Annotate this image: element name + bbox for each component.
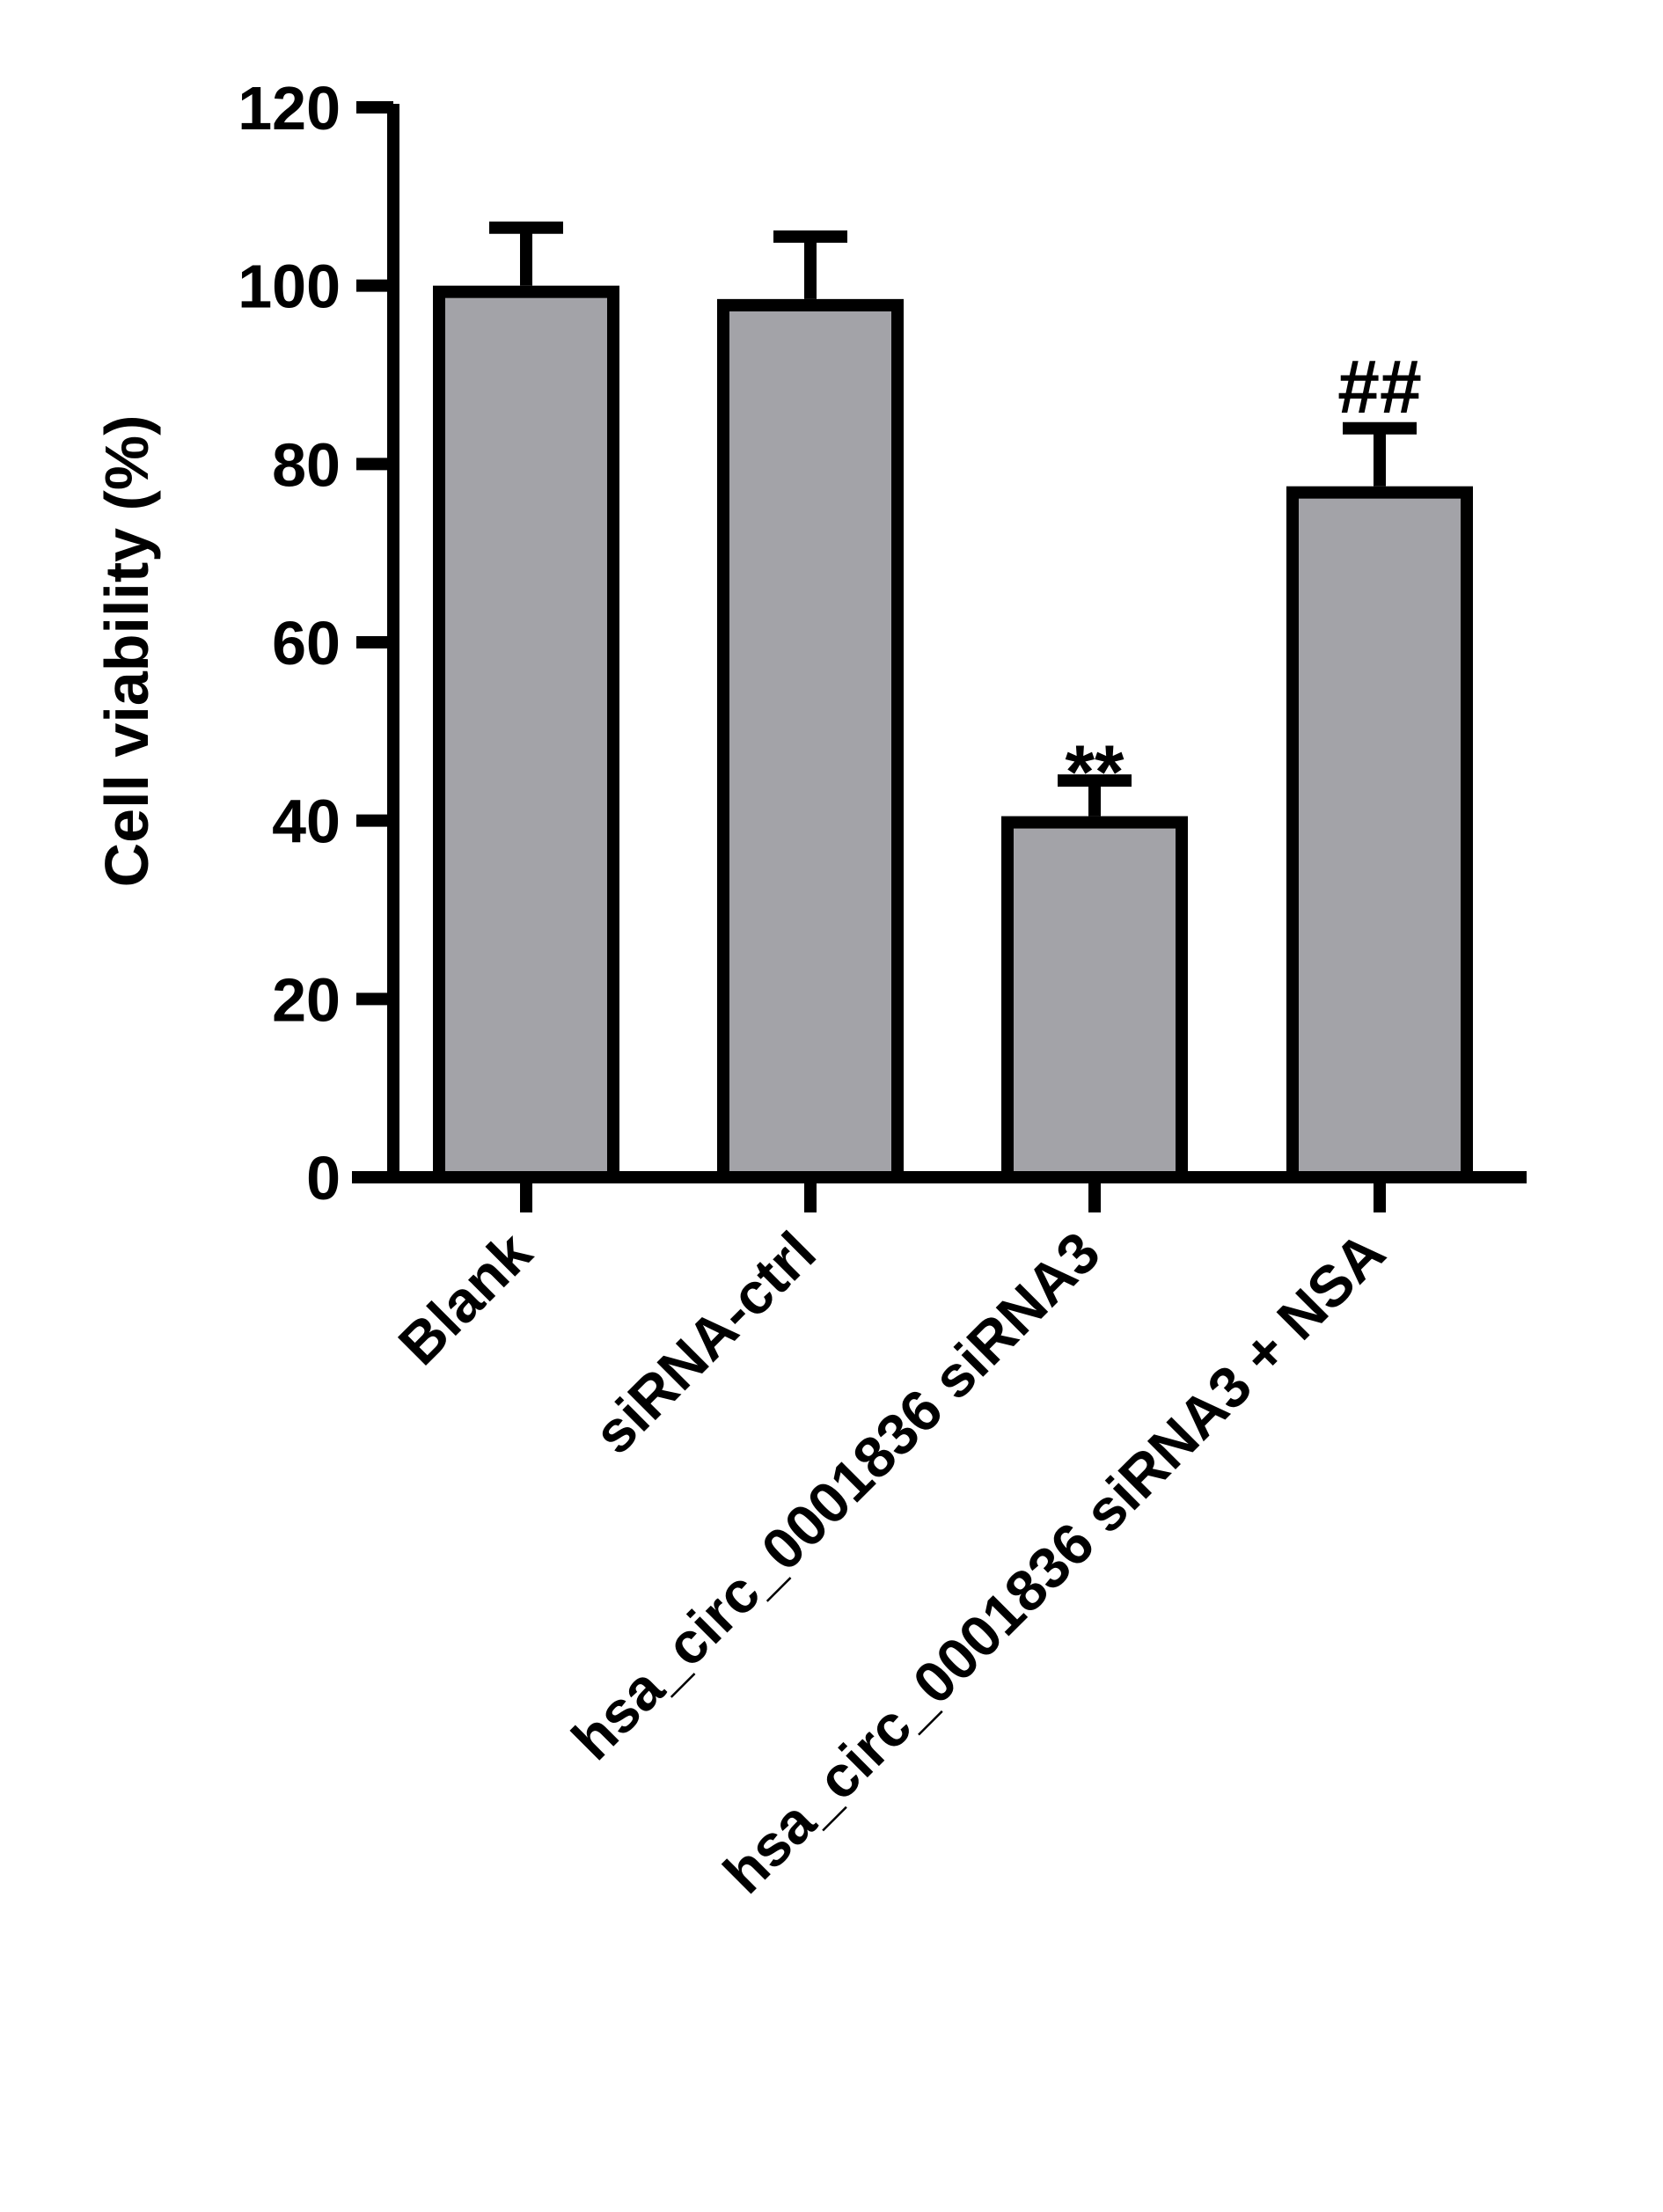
bar — [717, 298, 904, 1184]
significance-label: ** — [1066, 730, 1125, 815]
y-tick-label: 20 — [272, 965, 341, 1034]
x-tick-label: Blank — [385, 1219, 544, 1377]
y-tick-label: 80 — [272, 430, 341, 499]
x-tick-label: hsa_circ_0001836 siRNA3 — [560, 1220, 1112, 1772]
y-tick-label: 120 — [238, 74, 341, 143]
y-tick-label: 0 — [306, 1144, 341, 1212]
x-tick-label: siRNA-ctrl — [581, 1220, 828, 1467]
bar — [433, 285, 619, 1183]
y-tick-label: 40 — [272, 787, 341, 856]
bar — [1286, 486, 1473, 1183]
bar — [1001, 816, 1188, 1183]
y-axis-title: Cell viability (%) — [92, 415, 161, 888]
y-tick-label: 60 — [272, 609, 341, 678]
y-tick-label: 100 — [238, 253, 341, 321]
significance-label: ## — [1337, 345, 1422, 429]
